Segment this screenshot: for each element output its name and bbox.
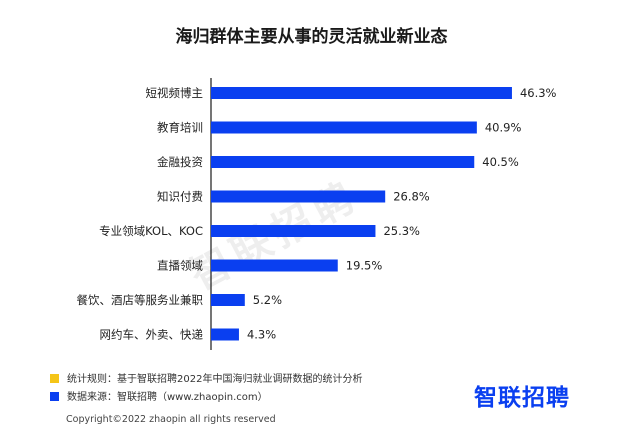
category-label: 餐饮、酒店等服务业兼职 xyxy=(77,293,204,307)
category-label: 短视频博主 xyxy=(146,86,204,100)
category-label: 专业领域KOL、KOC xyxy=(99,224,203,238)
value-label: 5.2% xyxy=(253,293,282,307)
legend-item-rule: 统计规则：基于智联招聘2022年中国海归就业调研数据的统计分析 xyxy=(50,370,362,385)
value-label: 46.3% xyxy=(520,86,557,100)
value-label: 40.5% xyxy=(482,155,519,169)
legend-swatch-rule xyxy=(50,374,59,383)
bar xyxy=(211,121,477,134)
bar xyxy=(211,156,475,168)
copyright-text: Copyright©2022 zhaopin all rights reserv… xyxy=(66,414,276,425)
bar xyxy=(211,190,386,203)
bar xyxy=(211,294,245,306)
value-label: 40.9% xyxy=(485,121,522,135)
bar xyxy=(211,328,239,341)
value-label: 26.8% xyxy=(393,190,430,204)
category-label: 教育培训 xyxy=(157,121,203,135)
bar-chart: 短视频博主 46.3% 教育培训 40.9% 金融投资 40.5% 知识付费 26.8% 专业领… xyxy=(77,78,557,350)
legend-swatch-source xyxy=(50,392,59,401)
zhaopin-logo: 智联招聘 xyxy=(474,385,570,411)
legend-item-source: 数据来源：智联招聘（www.zhaopin.com） xyxy=(50,388,268,403)
value-label: 19.5% xyxy=(346,259,383,273)
value-label: 4.3% xyxy=(247,328,276,342)
bar xyxy=(211,87,512,99)
chart-title: 海归群体主要从事的灵活就业新业态 xyxy=(175,27,448,47)
bar xyxy=(211,225,376,237)
bar xyxy=(211,259,338,272)
legend-text-rule: 统计规则：基于智联招聘2022年中国海归就业调研数据的统计分析 xyxy=(67,374,363,385)
category-label: 直播领域 xyxy=(157,259,203,273)
category-label: 网约车、外卖、快递 xyxy=(100,328,204,342)
category-label: 知识付费 xyxy=(157,190,203,204)
category-label: 金融投资 xyxy=(157,155,203,169)
value-label: 25.3% xyxy=(383,224,420,238)
legend-text-source: 数据来源：智联招聘（www.zhaopin.com） xyxy=(67,392,268,403)
